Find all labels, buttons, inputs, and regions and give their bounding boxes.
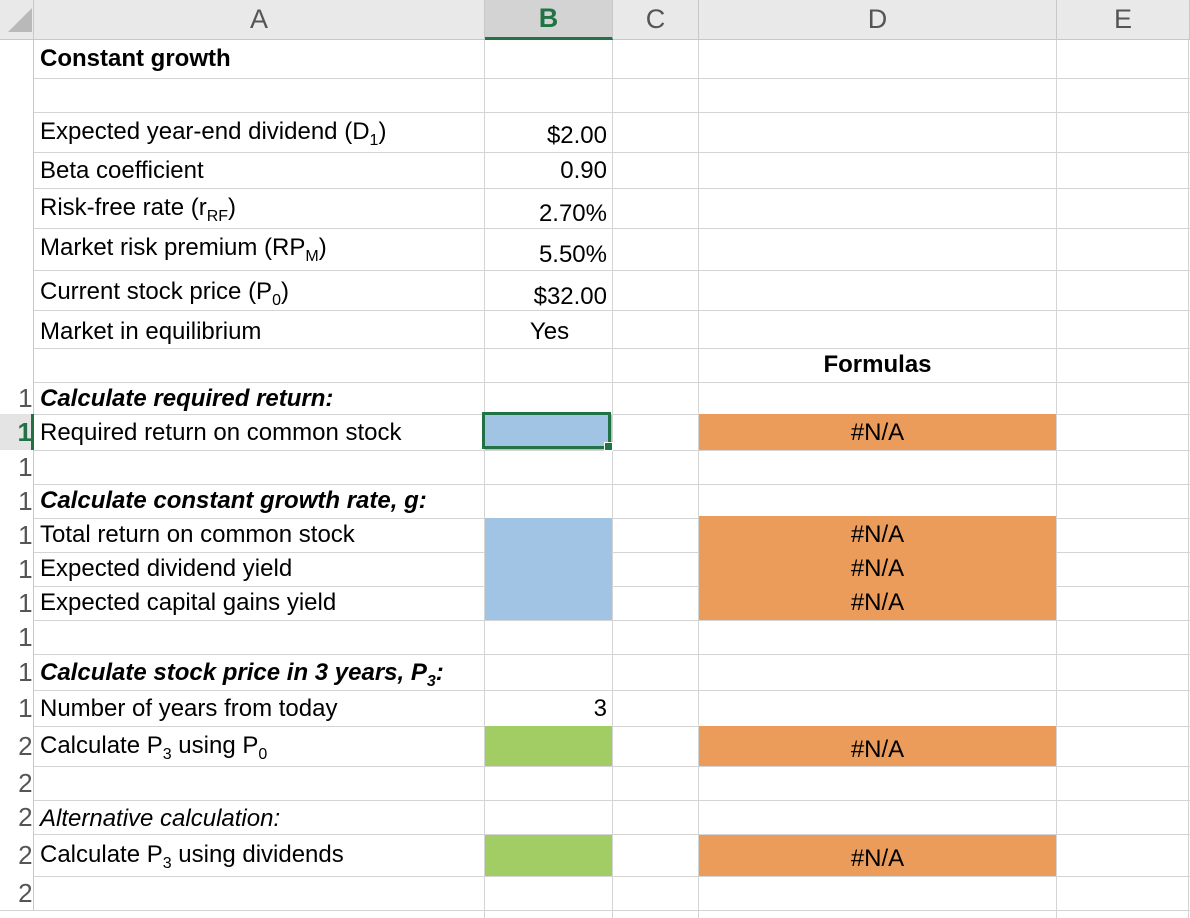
row-header[interactable]: 17 xyxy=(0,620,34,654)
row-header[interactable]: 10 xyxy=(0,382,34,414)
row-header[interactable]: 20 xyxy=(0,726,34,766)
row-header[interactable]: 22 xyxy=(0,800,34,834)
value-years-from-today[interactable]: 3 xyxy=(593,695,607,722)
row-header[interactable]: 24 xyxy=(0,876,34,910)
row-header[interactable]: 8 xyxy=(0,310,34,348)
gridline-row xyxy=(0,310,1190,311)
gridline-row xyxy=(0,834,1190,835)
row-header[interactable]: 21 xyxy=(0,766,34,800)
formula-capital-gains-yield[interactable]: #N/A xyxy=(850,589,905,616)
column-header-d[interactable]: D xyxy=(699,0,1057,40)
formula-cell-p3-using-dividends[interactable] xyxy=(699,835,1056,876)
gridline-col xyxy=(1188,0,1189,918)
row-header[interactable]: 14 xyxy=(0,518,34,552)
gridline-row xyxy=(0,690,1190,691)
row-header[interactable]: 12 xyxy=(0,450,34,484)
gridline-col xyxy=(698,0,699,918)
row-header[interactable]: 18 xyxy=(0,654,34,690)
row-header[interactable]: 15 xyxy=(0,552,34,586)
label-market-risk-premium: Market risk premium (RPM) xyxy=(40,234,327,265)
formula-total-return[interactable]: #N/A xyxy=(850,521,905,548)
column-header-b[interactable]: B xyxy=(485,0,613,40)
select-all-corner[interactable] xyxy=(0,0,34,40)
label-required-return: Required return on common stock xyxy=(40,419,402,446)
active-cell-selection[interactable] xyxy=(482,412,613,451)
gridline-row xyxy=(0,228,1190,229)
sheet-title: Constant growth xyxy=(40,45,231,72)
column-header-e[interactable]: E xyxy=(1057,0,1190,40)
formula-dividend-yield[interactable]: #N/A xyxy=(850,555,905,582)
gridline-row xyxy=(0,112,1190,113)
gridline-row xyxy=(0,910,1190,911)
label-p3-using-p0: Calculate P3 using P0 xyxy=(40,732,268,763)
output-cell-p3-using-dividends[interactable] xyxy=(485,835,612,876)
value-current-stock-price[interactable]: $32.00 xyxy=(533,283,607,310)
row-header[interactable]: 23 xyxy=(0,834,34,876)
label-beta: Beta coefficient xyxy=(40,157,204,184)
row-header[interactable]: 6 xyxy=(0,228,34,270)
gridline-row xyxy=(0,800,1190,801)
gridline-row xyxy=(0,152,1190,153)
gridline-row xyxy=(0,766,1190,767)
label-market-equilibrium: Market in equilibrium xyxy=(40,318,262,345)
gridline-row xyxy=(0,620,1190,621)
output-cell-p3-using-p0[interactable] xyxy=(485,726,612,766)
row-header[interactable]: 7 xyxy=(0,270,34,310)
gridline-row xyxy=(0,382,1190,383)
value-risk-free-rate[interactable]: 2.70% xyxy=(538,200,607,227)
gridline-row xyxy=(0,188,1190,189)
gridline-col xyxy=(612,0,613,918)
input-cell-growth-block[interactable] xyxy=(485,518,612,620)
row-header-active[interactable]: 11 xyxy=(0,414,34,450)
gridline-row xyxy=(0,78,1190,79)
formula-cell-p3-using-p0[interactable] xyxy=(699,726,1056,766)
column-header-a[interactable]: A xyxy=(34,0,485,40)
gridline-col xyxy=(484,0,485,918)
label-total-return: Total return on common stock xyxy=(40,521,355,548)
value-market-equilibrium[interactable]: Yes xyxy=(529,318,570,345)
row-header[interactable]: 16 xyxy=(0,586,34,620)
row-header[interactable]: 2 xyxy=(0,78,34,112)
row-header[interactable]: 5 xyxy=(0,188,34,228)
label-p3-using-dividends: Calculate P3 using dividends xyxy=(40,841,344,872)
fill-handle[interactable] xyxy=(604,442,613,451)
label-years-from-today: Number of years from today xyxy=(40,695,338,722)
gridline-row xyxy=(0,654,1190,655)
row-header[interactable]: 9 xyxy=(0,348,34,382)
select-all-triangle-icon xyxy=(8,8,32,32)
gridline-row xyxy=(0,484,1190,485)
row-header[interactable]: 1 xyxy=(0,40,34,78)
heading-required-return: Calculate required return: xyxy=(40,385,334,412)
gridline-row xyxy=(0,876,1190,877)
formula-cell-required-return[interactable] xyxy=(699,414,1056,450)
value-expected-dividend[interactable]: $2.00 xyxy=(546,122,607,149)
row-header[interactable]: 13 xyxy=(0,484,34,518)
gridline-row xyxy=(0,270,1190,271)
gridline-row xyxy=(0,348,1190,349)
label-current-stock-price: Current stock price (P0) xyxy=(40,278,289,309)
label-expected-dividend: Expected year-end dividend (D1) xyxy=(40,118,387,149)
value-market-risk-premium[interactable]: 5.50% xyxy=(538,241,607,268)
row-header[interactable]: 4 xyxy=(0,152,34,188)
gridline-col xyxy=(1056,0,1057,918)
heading-growth-rate: Calculate constant growth rate, g: xyxy=(40,487,427,514)
gridline-row xyxy=(0,450,1190,451)
column-header-c[interactable]: C xyxy=(613,0,699,40)
heading-alternative-calculation: Alternative calculation: xyxy=(40,805,281,832)
value-beta[interactable]: 0.90 xyxy=(560,157,607,184)
input-cell-required-return[interactable] xyxy=(485,415,612,450)
formula-cell-growth-block[interactable] xyxy=(699,516,1056,620)
formula-p3-using-p0[interactable]: #N/A xyxy=(850,736,905,763)
heading-price-in-3-years: Calculate stock price in 3 years, P3: xyxy=(40,659,444,690)
formula-p3-using-dividends[interactable]: #N/A xyxy=(850,845,905,872)
formulas-header: Formulas xyxy=(823,351,932,378)
row-header[interactable]: 19 xyxy=(0,690,34,726)
formula-required-return[interactable]: #N/A xyxy=(850,419,905,446)
row-header[interactable]: 3 xyxy=(0,112,34,152)
label-dividend-yield: Expected dividend yield xyxy=(40,555,293,582)
label-capital-gains-yield: Expected capital gains yield xyxy=(40,589,337,616)
label-risk-free-rate: Risk-free rate (rRF) xyxy=(40,194,237,225)
